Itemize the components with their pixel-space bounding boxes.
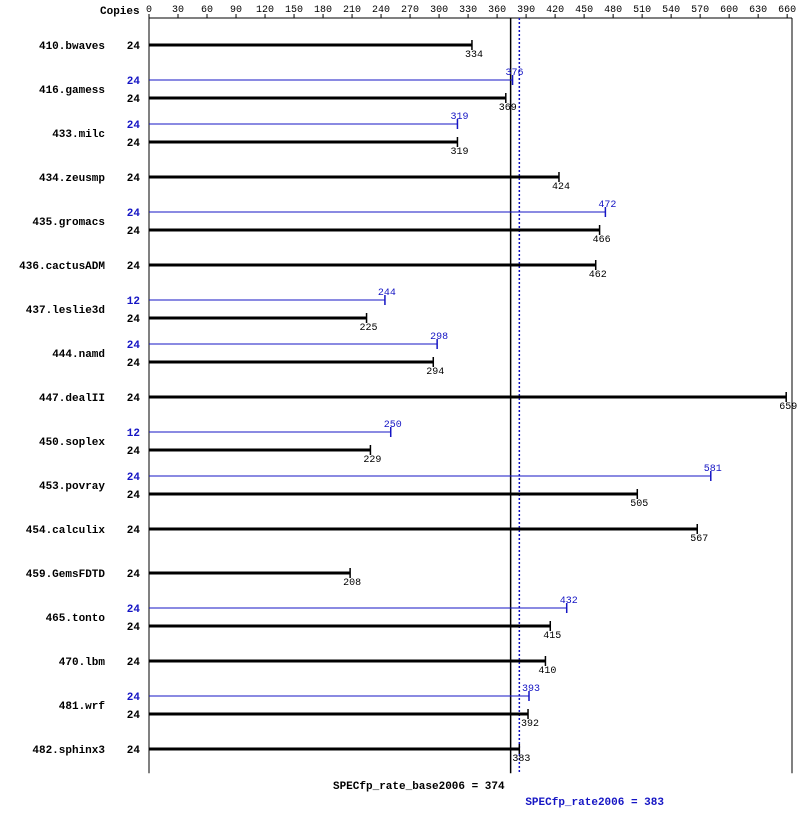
base-copies-label: 24: [127, 745, 141, 757]
peak-value-label: 393: [522, 684, 540, 695]
base-copies-label: 24: [127, 446, 141, 458]
peak-copies-label: 24: [127, 208, 141, 220]
base-copies-label: 24: [127, 314, 141, 326]
axis-tick-label: 300: [430, 5, 448, 16]
base-copies-label: 24: [127, 173, 141, 185]
peak-value-label: 472: [598, 200, 616, 211]
benchmark-label: 434.zeusmp: [39, 173, 105, 185]
axis-tick-label: 270: [401, 5, 419, 16]
benchmark-label: 436.cactusADM: [19, 261, 105, 273]
axis-tick-label: 420: [546, 5, 564, 16]
base-value-label: 424: [552, 182, 570, 193]
benchmark-label: 416.gamess: [39, 85, 105, 97]
base-value-label: 462: [589, 270, 607, 281]
base-copies-label: 24: [127, 41, 141, 53]
axis-tick-label: 240: [372, 5, 390, 16]
benchmark-label: 433.milc: [52, 129, 105, 141]
axis-tick-label: 450: [575, 5, 593, 16]
base-value-label: 383: [512, 754, 530, 765]
axis-tick-label: 90: [230, 5, 242, 16]
base-copies-label: 24: [127, 226, 141, 238]
axis-tick-label: 570: [691, 5, 709, 16]
peak-copies-label: 24: [127, 340, 141, 352]
peak-copies-label: 24: [127, 76, 141, 88]
benchmark-label: 453.povray: [39, 481, 105, 493]
base-value-label: 229: [363, 455, 381, 466]
base-value-label: 208: [343, 578, 361, 589]
base-copies-label: 24: [127, 261, 141, 273]
base-value-label: 225: [360, 323, 378, 334]
peak-copies-label: 12: [127, 428, 140, 440]
axis-tick-label: 120: [256, 5, 274, 16]
base-copies-label: 24: [127, 622, 141, 634]
benchmark-label: 470.lbm: [59, 657, 106, 669]
benchmark-label: 454.calculix: [26, 525, 106, 537]
axis-tick-label: 540: [662, 5, 680, 16]
axis-tick-label: 480: [604, 5, 622, 16]
base-value-label: 369: [499, 103, 517, 114]
base-copies-label: 24: [127, 569, 141, 581]
benchmark-label: 444.namd: [52, 349, 105, 361]
peak-copies-label: 24: [127, 692, 141, 704]
peak-value-label: 432: [560, 596, 578, 607]
base-value-label: 505: [630, 499, 648, 510]
spec-fp-rate-chart: 0 30 60 90 120 150 180 210 240 270 300 330 360 390 420…: [0, 0, 799, 831]
base-copies-label: 24: [127, 490, 141, 502]
base-copies-label: 24: [127, 393, 141, 405]
base-copies-label: 24: [127, 525, 141, 537]
benchmark-label: 435.gromacs: [32, 217, 105, 229]
base-copies-label: 24: [127, 138, 141, 150]
benchmark-label: 447.dealII: [39, 393, 105, 405]
axis-tick-label: 390: [517, 5, 535, 16]
peak-copies-label: 12: [127, 296, 140, 308]
base-value-label: 466: [593, 235, 611, 246]
benchmark-label: 459.GemsFDTD: [26, 569, 106, 581]
peak-value-label: 581: [704, 464, 722, 475]
base-value-label: 319: [450, 147, 468, 158]
axis-tick-label: 630: [749, 5, 767, 16]
peak-copies-label: 24: [127, 472, 141, 484]
peak-value-label: 298: [430, 332, 448, 343]
base-copies-label: 24: [127, 710, 141, 722]
peak-copies-label: 24: [127, 120, 141, 132]
base-copies-label: 24: [127, 94, 141, 106]
axis-tick-label: 330: [459, 5, 477, 16]
axis-tick-label: 30: [172, 5, 184, 16]
peak-copies-label: 24: [127, 604, 141, 616]
benchmark-label: 437.leslie3d: [26, 305, 105, 317]
peak-value-label: 250: [384, 420, 402, 431]
axis-tick-label: 660: [778, 5, 796, 16]
copies-header: Copies: [100, 6, 140, 18]
axis-tick-label: 360: [488, 5, 506, 16]
base-value-label: 334: [465, 50, 483, 61]
axis-tick-label: 180: [314, 5, 332, 16]
peak-value-label: 319: [450, 112, 468, 123]
benchmark-label: 410.bwaves: [39, 41, 105, 53]
base-value-label: 294: [426, 367, 444, 378]
peak-value-label: 376: [506, 68, 524, 79]
reference-label-base: SPECfp_rate_base2006 = 374: [333, 781, 505, 793]
axis-tick-label: 210: [343, 5, 361, 16]
axis-tick-label: 150: [285, 5, 303, 16]
reference-label-peak: SPECfp_rate2006 = 383: [525, 797, 664, 809]
axis-tick-label: 510: [633, 5, 651, 16]
base-value-label: 410: [538, 666, 556, 677]
axis-tick-label: 600: [720, 5, 738, 16]
peak-value-label: 244: [378, 288, 396, 299]
base-value-label: 392: [521, 719, 539, 730]
benchmark-label: 482.sphinx3: [32, 745, 105, 757]
base-value-label: 567: [690, 534, 708, 545]
axis-tick-label: 60: [201, 5, 213, 16]
base-value-label: 415: [543, 631, 561, 642]
benchmark-label: 465.tonto: [46, 613, 106, 625]
base-copies-label: 24: [127, 358, 141, 370]
benchmark-label: 450.soplex: [39, 437, 105, 449]
axis-tick-label: 0: [146, 5, 152, 16]
benchmark-label: 481.wrf: [59, 701, 106, 713]
base-copies-label: 24: [127, 657, 141, 669]
base-value-label: 659: [779, 402, 797, 413]
